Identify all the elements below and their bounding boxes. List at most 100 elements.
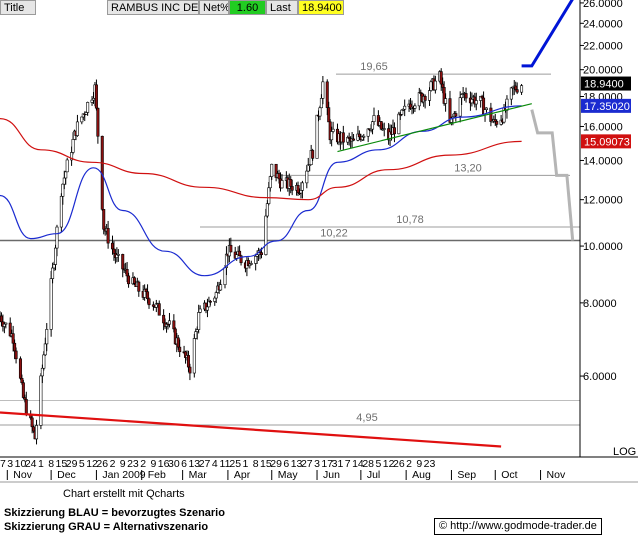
- net-value-cell: 1.60: [229, 0, 266, 15]
- candle-body: [51, 267, 55, 279]
- candle-body: [235, 254, 239, 259]
- x-month-label: Jul: [367, 469, 380, 481]
- x-day-label: 8: [48, 458, 54, 470]
- candle-body: [265, 203, 269, 217]
- candle-body: [54, 247, 58, 265]
- candle-body: [116, 254, 120, 256]
- scenario-path: [530, 109, 575, 241]
- candle-body: [188, 366, 192, 374]
- candle-body: [277, 173, 281, 180]
- x-day-label: 7: [345, 458, 351, 470]
- x-day-label: 29: [270, 458, 282, 470]
- x-day-label: 12: [86, 458, 98, 470]
- candle-body: [299, 190, 303, 194]
- x-day-label: 5: [79, 458, 85, 470]
- candle-body: [400, 109, 404, 115]
- candle-body: [417, 92, 421, 107]
- website-link[interactable]: http://www.godmode-trader.de: [450, 520, 597, 532]
- candle-body: [403, 105, 407, 110]
- candle-body: [45, 329, 49, 345]
- candle-body: [495, 121, 499, 125]
- candle-body: [330, 131, 334, 141]
- chart-frame: [0, 0, 638, 483]
- candle-body: [474, 100, 478, 105]
- x-month-label: Nov: [13, 469, 32, 481]
- candle-body: [192, 338, 196, 374]
- candle-body: [49, 278, 53, 330]
- candle-body: [167, 320, 171, 325]
- candle-body: [30, 417, 34, 428]
- candle-body: [55, 226, 59, 249]
- candle-body: [489, 107, 493, 122]
- candle-body: [157, 303, 161, 316]
- candle-body: [32, 426, 36, 432]
- x-day-label: 2: [140, 458, 146, 470]
- candle-body: [186, 355, 190, 368]
- x-day-label: 27: [301, 458, 313, 470]
- candle-body: [106, 228, 110, 244]
- moving-average-line: [0, 118, 522, 201]
- candle-body: [319, 98, 323, 109]
- candle-body: [213, 297, 217, 302]
- x-day-label: 1: [243, 458, 249, 470]
- net-value: 1.60: [236, 2, 259, 14]
- x-day-label: 15: [260, 458, 272, 470]
- x-day-label: 30: [168, 458, 180, 470]
- x-day-label: 13: [188, 458, 200, 470]
- x-month-label: Aug: [412, 469, 431, 481]
- x-day-label: 9: [150, 458, 156, 470]
- level-label: 4,95: [356, 412, 377, 424]
- candle-body: [318, 107, 322, 117]
- y-tick-label: 26.0000: [583, 0, 623, 10]
- x-day-label: 3: [314, 458, 320, 470]
- x-axis: 2731024181529512262923291630613274112518…: [0, 458, 566, 481]
- x-month-label: Mar: [189, 469, 208, 481]
- legend-blue: Skizzierung BLAU = bevorzugtes Szenario: [4, 507, 225, 519]
- candle-body: [357, 133, 361, 138]
- candle-body: [315, 114, 319, 159]
- website-box[interactable]: © http://www.godmode-trader.de: [434, 518, 602, 535]
- candle-body: [20, 377, 24, 384]
- last-label: Last: [270, 2, 291, 14]
- x-day-label: 8: [253, 458, 259, 470]
- candle-body: [65, 159, 69, 173]
- candle-body: [397, 113, 401, 135]
- last-value: 18.9400: [302, 2, 342, 14]
- level-label: 19,65: [360, 61, 388, 73]
- candle-body: [195, 329, 199, 332]
- candle-body: [90, 99, 94, 103]
- candle-body: [270, 163, 274, 177]
- y-tick-label: 16.0000: [583, 121, 623, 133]
- candle-body: [264, 215, 268, 255]
- level-label: 10,22: [320, 228, 348, 240]
- candle-body: [382, 128, 386, 130]
- candle-body: [146, 291, 150, 300]
- candle-body: [14, 350, 18, 360]
- x-day-label: 9: [120, 458, 126, 470]
- x-month-label: May: [278, 469, 299, 481]
- candle-body: [439, 71, 443, 85]
- candle-body: [290, 186, 294, 191]
- candle-body: [371, 121, 375, 130]
- candle-body: [194, 331, 198, 339]
- candle-body: [13, 342, 17, 352]
- candle-body: [514, 85, 518, 90]
- net-label-cell: Net%: [199, 0, 229, 15]
- trendline: [0, 411, 502, 448]
- candle-body: [460, 94, 464, 99]
- candle-body: [64, 171, 68, 179]
- price-badge-label: 17.35020: [584, 101, 630, 113]
- x-day-label: 16: [158, 458, 170, 470]
- x-month-label: Feb: [148, 469, 166, 481]
- candle-body: [238, 250, 242, 257]
- candle-body: [470, 99, 474, 104]
- x-month-label: Oct: [501, 469, 517, 481]
- candle-body: [62, 177, 66, 185]
- candle-body: [43, 343, 47, 356]
- candle-body: [484, 107, 488, 110]
- trendlines: [0, 103, 532, 448]
- x-day-label: 23: [424, 458, 436, 470]
- y-tick-label: 10.0000: [583, 241, 623, 253]
- last-label-cell: Last: [266, 0, 298, 15]
